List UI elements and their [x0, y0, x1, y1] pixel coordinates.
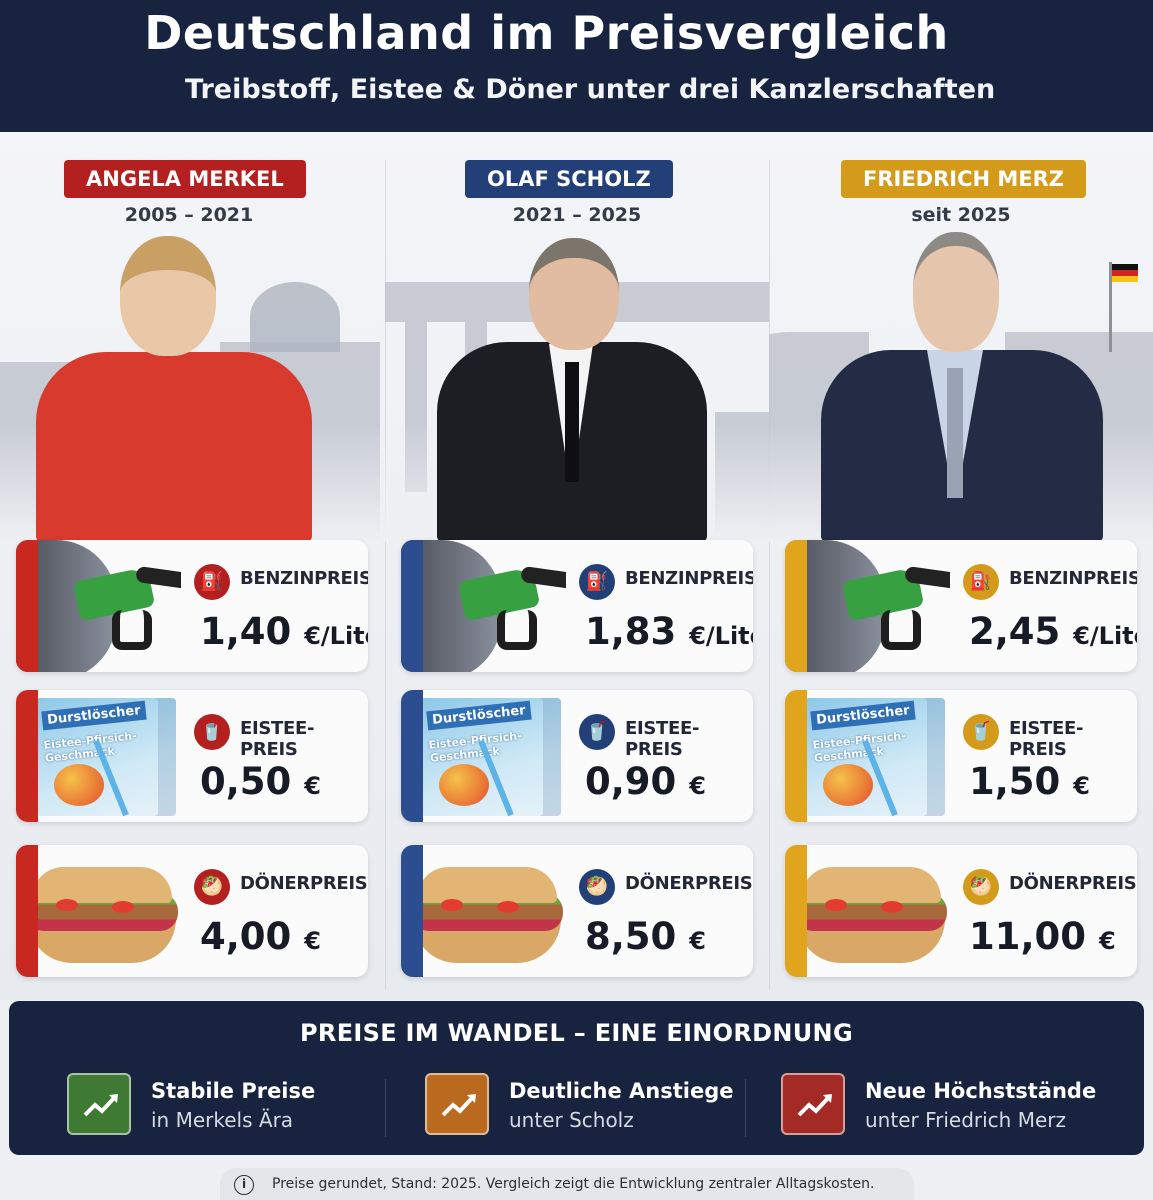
column-divider	[769, 160, 770, 990]
info-icon: i	[234, 1175, 254, 1195]
column-scholz: OLAF SCHOLZ 2021 – 2025 ⛽ BENZINPREIS 1,…	[385, 132, 769, 1000]
portrait-scene	[769, 232, 1153, 542]
doener-card: 🥙 DÖNERPREIS 4,00 €	[16, 845, 368, 977]
iced-tea-box-image: Durstlöscher Eistee-Pfirsich-Geschmack	[401, 690, 566, 822]
fuel-nozzle-image	[785, 540, 950, 672]
footer-note: i Preise gerundet, Stand: 2025. Vergleic…	[220, 1168, 914, 1200]
price-label: BENZINPREIS	[1009, 568, 1137, 589]
cup-icon: 🥤	[194, 714, 230, 750]
price-label: DÖNERPREIS	[240, 873, 368, 894]
doener-card: 🥙 DÖNERPREIS 8,50 €	[401, 845, 753, 977]
term-years: seit 2025	[911, 204, 1011, 226]
benzin-card: ⛽ BENZINPREIS 2,45 €/Liter	[785, 540, 1137, 672]
iced-tea-box-image: Durstlöscher Eistee-Pfirsich-Geschmack	[785, 690, 950, 822]
column-divider	[385, 160, 386, 990]
cup-icon: 🥤	[963, 714, 999, 750]
cup-icon: 🥤	[579, 714, 615, 750]
price-label: EISTEE-PREIS	[625, 718, 700, 760]
header-banner: Deutschland im Preisvergleich Treibstoff…	[0, 0, 1153, 132]
benzin-card: ⛽ BENZINPREIS 1,83 €/Liter	[401, 540, 753, 672]
fuel-pump-icon: ⛽	[579, 564, 615, 600]
page-subtitle: Treibstoff, Eistee & Döner unter drei Ka…	[185, 74, 996, 105]
doner-icon: 🥙	[963, 869, 999, 905]
flag-pole	[1109, 262, 1112, 352]
price-value: 1,40 €/Liter	[200, 610, 368, 653]
doner-icon: 🥙	[194, 869, 230, 905]
column-merkel: ANGELA MERKEL 2005 – 2021 ⛽ BENZINPREIS …	[0, 132, 384, 1000]
chancellor-name-badge: ANGELA MERKEL	[64, 160, 306, 198]
doner-image	[401, 845, 566, 977]
price-label: DÖNERPREIS	[625, 873, 753, 894]
doener-card: 🥙 DÖNERPREIS 11,00 €	[785, 845, 1137, 977]
doner-image	[16, 845, 181, 977]
price-label: BENZINPREIS	[625, 568, 753, 589]
price-value: 8,50 €	[585, 915, 706, 958]
term-years: 2005 – 2021	[124, 204, 254, 226]
price-label: DÖNERPREIS	[1009, 873, 1137, 894]
eistee-card: Durstlöscher Eistee-Pfirsich-Geschmack 🥤…	[16, 690, 368, 822]
iced-tea-box-image: Durstlöscher Eistee-Pfirsich-Geschmack	[16, 690, 181, 822]
price-value: 4,00 €	[200, 915, 321, 958]
trend-up-icon	[67, 1073, 131, 1135]
price-value: 2,45 €/Liter	[969, 610, 1137, 653]
trend-up-icon	[781, 1073, 845, 1135]
german-flag	[1112, 264, 1138, 270]
term-years: 2021 – 2025	[512, 204, 642, 226]
summary-panel: PREISE IM WANDEL – EINE EINORDNUNG Stabi…	[9, 1001, 1144, 1155]
price-value: 0,50 €	[200, 760, 321, 803]
page-title: Deutschland im Preisvergleich	[144, 6, 949, 60]
chancellor-name-badge: FRIEDRICH MERZ	[841, 160, 1087, 198]
portrait-scene	[385, 232, 769, 542]
price-label: EISTEE-PREIS	[240, 718, 315, 760]
eistee-card: Durstlöscher Eistee-Pfirsich-Geschmack 🥤…	[401, 690, 753, 822]
summary-title: PREISE IM WANDEL – EINE EINORDNUNG	[300, 1019, 853, 1047]
fuel-pump-icon: ⛽	[963, 564, 999, 600]
price-value: 0,90 €	[585, 760, 706, 803]
doner-image	[785, 845, 950, 977]
trend-up-icon	[425, 1073, 489, 1135]
fuel-nozzle-image	[401, 540, 566, 672]
fuel-pump-icon: ⛽	[194, 564, 230, 600]
reichstag-dome	[250, 282, 340, 352]
portrait-scene	[0, 232, 384, 542]
price-value: 1,83 €/Liter	[585, 610, 753, 653]
chancellor-name-badge: OLAF SCHOLZ	[465, 160, 673, 198]
price-value: 11,00 €	[969, 915, 1116, 958]
fuel-nozzle-image	[16, 540, 181, 672]
doner-icon: 🥙	[579, 869, 615, 905]
benzin-card: ⛽ BENZINPREIS 1,40 €/Liter	[16, 540, 368, 672]
column-merz: FRIEDRICH MERZ seit 2025 ⛽ BENZINPREIS 2…	[769, 132, 1153, 1000]
price-value: 1,50 €	[969, 760, 1090, 803]
price-label: BENZINPREIS	[240, 568, 368, 589]
eistee-card: Durstlöscher Eistee-Pfirsich-Geschmack 🥤…	[785, 690, 1137, 822]
price-label: EISTEE-PREIS	[1009, 718, 1084, 760]
